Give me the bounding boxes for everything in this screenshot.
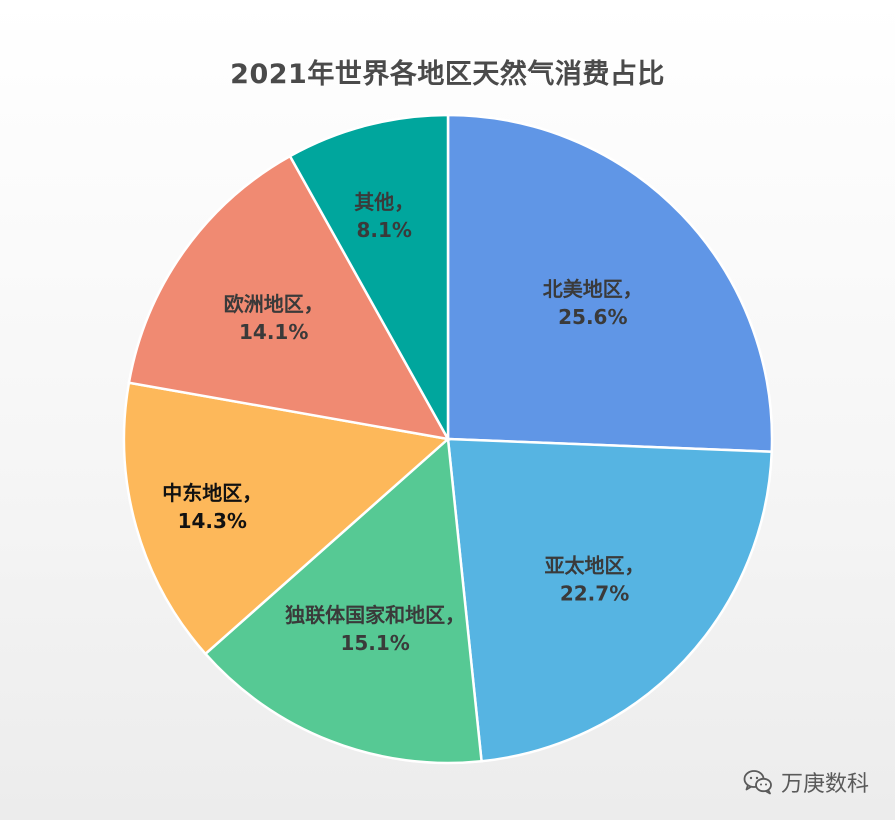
slice-category-label: 其他， [354,190,414,214]
slice-category-label: 北美地区， [543,277,643,301]
pie-slice [288,113,450,444]
slice-label: 独联体国家和地区， 15.1% [285,603,465,655]
slice-value-label: 14.1% [239,320,308,344]
slice-value-label: 25.6% [558,305,627,329]
wechat-icon [743,770,772,795]
slice-value-label: 22.7% [560,581,629,605]
slice-category-label: 亚太地区， [545,553,645,577]
pie-slice [446,437,774,763]
chart-title: 2021年世界各地区天然气消费占比 [230,59,665,90]
slice-label: 北美地区， 25.6% [543,277,643,329]
watermark: 万庚数科 [743,766,869,798]
slice-category-label: 独联体国家和地区， [285,603,465,627]
pie-slice [122,381,451,656]
slice-category-label: 欧洲地区， [224,292,324,316]
slice-label: 其他， 8.1% [354,190,414,242]
pie-slice [446,113,774,454]
slice-label: 亚太地区， 22.7% [545,553,645,605]
slice-category-label: 中东地区， [162,481,262,505]
slice-value-label: 8.1% [356,218,411,242]
watermark-text: 万庚数科 [780,772,869,797]
pie-slice [203,436,483,765]
slice-value-label: 15.1% [340,631,409,655]
slice-label: 中东地区， 14.3% [162,481,262,533]
slice-value-label: 14.3% [178,509,247,533]
pie-slice [127,154,451,441]
slice-label: 欧洲地区， 14.1% [224,292,324,344]
